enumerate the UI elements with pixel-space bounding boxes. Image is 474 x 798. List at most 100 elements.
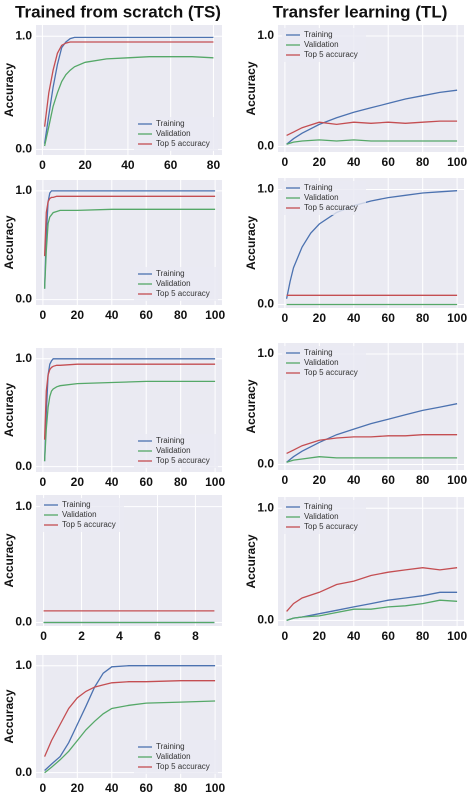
x-tick-label: 100 [447, 311, 467, 325]
x-tick-label: 20 [78, 158, 92, 172]
x-tick-label: 40 [121, 158, 135, 172]
y-tick-label: 1.0 [257, 28, 274, 42]
series-line [43, 380, 216, 462]
y-axis-label: Accuracy [244, 216, 258, 270]
column-header: Transfer learning (TL) [273, 2, 448, 21]
x-tick-label: 0 [282, 473, 289, 487]
y-tick-label: 1.0 [15, 28, 32, 42]
x-tick-label: 80 [416, 155, 430, 169]
x-tick-label: 20 [313, 473, 327, 487]
y-axis-label: Accuracy [244, 379, 258, 433]
x-tick-label: 20 [313, 629, 327, 643]
y-tick-label: 1.0 [15, 499, 32, 513]
legend-label: Top 5 accuracy [304, 50, 358, 59]
y-axis-label: Accuracy [2, 63, 16, 117]
series-line [43, 363, 216, 440]
y-tick-label: 1.0 [257, 182, 274, 196]
y-axis-label: Accuracy [2, 533, 16, 587]
x-tick-label: 0 [282, 629, 289, 643]
y-tick-label: 1.0 [257, 346, 274, 360]
x-tick-label: 0 [282, 311, 289, 325]
x-tick-label: 20 [313, 155, 327, 169]
x-tick-label: 20 [71, 781, 85, 795]
x-tick-label: 100 [205, 308, 225, 322]
x-tick-label: 80 [416, 473, 430, 487]
chart: 0 20 40 60 80 100 0.0 1.0 Accuracy TrainingValida… [244, 343, 467, 487]
legend-label: Validation [156, 752, 191, 761]
legend-label: Top 5 accuracy [304, 368, 358, 377]
x-tick-label: 60 [382, 473, 396, 487]
y-tick-label: 1.0 [15, 351, 32, 365]
series-line [286, 456, 458, 463]
x-tick-label: 80 [174, 475, 188, 489]
y-tick-label: 1.0 [257, 500, 274, 514]
x-tick-label: 40 [347, 311, 361, 325]
x-tick-label: 100 [447, 473, 467, 487]
series-line [43, 208, 216, 289]
legend-label: Top 5 accuracy [156, 456, 210, 465]
legend-label: Training [156, 269, 185, 278]
chart: 0 20 40 60 80 100 0.0 1.0 Accuracy TrainingValida… [2, 180, 225, 322]
chart: 0 20 40 60 80 100 0.0 1.0 Accuracy TrainingValida… [2, 655, 225, 795]
y-tick-label: 0.0 [15, 765, 32, 779]
legend-label: Top 5 accuracy [304, 522, 358, 531]
series-line [43, 41, 214, 127]
legend-label: Validation [304, 358, 339, 367]
x-tick-label: 0 [40, 629, 47, 643]
series-line [43, 36, 214, 144]
chart: 0 20 40 60 80 100 0.0 1.0 Accuracy TrainingValida… [244, 178, 467, 325]
chart: 0 20 40 60 80 0.0 1.0 Accuracy TrainingValidatio… [2, 25, 222, 172]
x-tick-label: 0 [282, 155, 289, 169]
legend-label: Validation [156, 279, 191, 288]
x-tick-label: 40 [347, 473, 361, 487]
x-tick-label: 40 [105, 308, 119, 322]
x-tick-label: 6 [154, 629, 161, 643]
x-tick-label: 60 [140, 781, 154, 795]
x-tick-label: 8 [192, 629, 199, 643]
x-tick-label: 20 [71, 475, 85, 489]
legend-label: Validation [304, 40, 339, 49]
y-tick-label: 0.0 [257, 613, 274, 627]
x-tick-label: 60 [382, 311, 396, 325]
legend-label: Training [156, 119, 185, 128]
x-tick-label: 4 [116, 629, 123, 643]
chart: 0 20 40 60 80 100 0.0 1.0 Accuracy TrainingValida… [244, 25, 467, 169]
x-tick-label: 80 [416, 629, 430, 643]
x-tick-label: 40 [105, 781, 119, 795]
x-tick-label: 100 [205, 475, 225, 489]
x-tick-label: 100 [205, 781, 225, 795]
y-axis-label: Accuracy [2, 215, 16, 269]
series-line [286, 120, 458, 136]
y-axis-label: Accuracy [2, 689, 16, 743]
series-line [286, 403, 458, 463]
y-tick-label: 0.0 [15, 142, 32, 156]
legend-label: Top 5 accuracy [156, 139, 210, 148]
legend-label: Training [62, 500, 91, 509]
column-header: Trained from scratch (TS) [15, 2, 221, 21]
x-tick-label: 20 [71, 308, 85, 322]
x-tick-label: 60 [140, 475, 154, 489]
x-tick-label: 0 [40, 308, 47, 322]
legend-label: Top 5 accuracy [156, 762, 210, 771]
x-tick-label: 80 [207, 158, 221, 172]
legend-label: Validation [156, 129, 191, 138]
y-tick-label: 0.0 [15, 459, 32, 473]
legend-label: Top 5 accuracy [62, 520, 116, 529]
series-line [286, 139, 458, 145]
series-line [43, 195, 216, 257]
x-tick-label: 60 [140, 308, 154, 322]
y-tick-label: 0.0 [257, 457, 274, 471]
legend-label: Top 5 accuracy [156, 289, 210, 298]
series-line [286, 599, 458, 622]
legend-label: Validation [304, 193, 339, 202]
x-tick-label: 0 [40, 781, 47, 795]
y-tick-label: 1.0 [15, 183, 32, 197]
legend-label: Training [304, 348, 333, 357]
y-axis-label: Accuracy [2, 383, 16, 437]
